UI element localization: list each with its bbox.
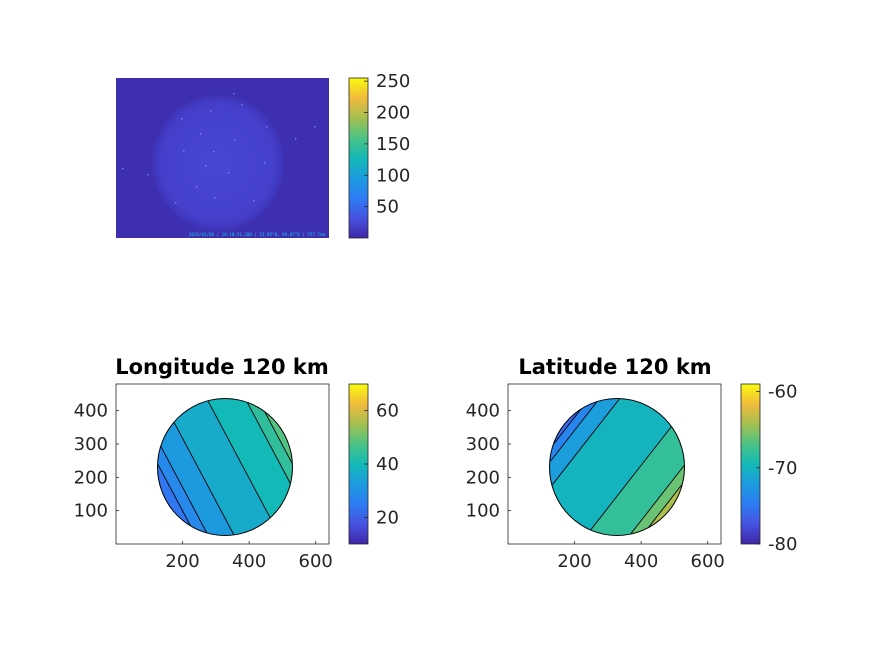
color-band	[158, 399, 236, 535]
colorbar-tick-label: -80	[768, 534, 797, 555]
star-dot	[228, 172, 230, 174]
star-dot	[183, 150, 185, 152]
x-tick-label: 600	[691, 551, 725, 572]
x-tick-label: 400	[232, 551, 266, 572]
band-boundary	[158, 399, 226, 535]
star-dot	[205, 165, 207, 167]
color-band	[227, 399, 292, 535]
colorbar-tick-label: 200	[376, 103, 410, 124]
band-boundary	[226, 399, 292, 535]
y-tick-label: 100	[74, 501, 108, 522]
band-boundary	[589, 412, 684, 535]
latitude-colorbar-ticks: -80 -70 -60	[756, 382, 797, 555]
star-dot	[122, 168, 124, 170]
longitude-title: Longitude 120 km	[115, 355, 329, 379]
camera-image-stars	[122, 93, 316, 204]
star-dot	[213, 151, 215, 153]
star-dot	[253, 200, 255, 202]
color-band	[550, 399, 654, 530]
camera-colorbar-ramp	[348, 77, 369, 239]
colorbar-tick-label: 50	[376, 197, 399, 218]
x-tick-label: 200	[557, 551, 591, 572]
camera-colorbar: 50 100 150 200 250	[348, 71, 410, 239]
longitude-panel: Longitude 120 km 200 400 600 100 200 300 400	[74, 355, 333, 572]
latitude-ticks: 200 400 600 100 200 300 400	[466, 401, 725, 572]
y-tick-label: 300	[74, 434, 108, 455]
star-dot	[234, 139, 236, 141]
band-boundary	[217, 399, 292, 535]
colorbar-tick-label: -70	[768, 458, 797, 479]
y-tick-label: 200	[466, 467, 500, 488]
band-boundary	[158, 399, 236, 535]
camera-image-caption: 2019/01/08 | 10:10:31.200 | 51.85°N, 99.…	[189, 232, 326, 237]
star-dot	[196, 186, 198, 188]
longitude-ticks: 200 400 600 100 200 300 400	[74, 401, 333, 572]
latitude-colorbar-ramp	[740, 383, 761, 545]
star-dot	[241, 104, 243, 106]
color-band	[563, 399, 684, 535]
latitude-colorbar: -80 -70 -60	[740, 382, 797, 555]
star-dot	[295, 138, 297, 140]
star-dot	[264, 162, 266, 164]
camera-colorbar-ticks: 50 100 150 200 250	[364, 71, 410, 218]
longitude-colorbar: 20 40 60	[348, 383, 399, 545]
color-band	[590, 412, 684, 535]
y-tick-label: 100	[466, 501, 500, 522]
color-band	[217, 399, 292, 535]
y-tick-label: 300	[466, 434, 500, 455]
y-tick-label: 400	[466, 401, 500, 422]
star-dot	[175, 202, 177, 204]
band-boundary	[550, 399, 635, 515]
colorbar-tick-label: 250	[376, 71, 410, 92]
camera-image-panel: 2019/01/08 | 10:10:31.200 | 51.85°N, 99.…	[116, 78, 329, 238]
y-tick-label: 400	[74, 401, 108, 422]
star-dot	[200, 133, 202, 135]
longitude-colorbar-ticks: 20 40 60	[364, 401, 399, 528]
x-tick-label: 400	[624, 551, 658, 572]
colorbar-tick-label: -60	[768, 382, 797, 403]
band-boundary	[597, 418, 684, 535]
x-tick-label: 600	[299, 551, 333, 572]
camera-image-sky-disk	[152, 95, 284, 231]
color-band	[550, 399, 641, 520]
y-tick-label: 200	[74, 467, 108, 488]
colorbar-tick-label: 60	[376, 401, 399, 422]
latitude-panel: Latitude 120 km 200 400 600 100 200 300 400	[466, 355, 725, 572]
colorbar-tick-label: 100	[376, 165, 410, 186]
star-dot	[233, 93, 235, 95]
band-boundary	[550, 399, 654, 530]
color-band	[158, 399, 291, 535]
star-dot	[266, 126, 268, 128]
x-tick-label: 200	[165, 551, 199, 572]
latitude-title: Latitude 120 km	[518, 355, 711, 379]
colorbar-tick-label: 150	[376, 134, 410, 155]
star-dot	[147, 174, 149, 176]
star-dot	[214, 197, 216, 199]
colorbar-tick-label: 20	[376, 507, 399, 528]
star-dot	[181, 118, 183, 120]
star-dot	[210, 110, 212, 112]
colorbar-tick-label: 40	[376, 454, 399, 475]
star-dot	[314, 126, 316, 128]
band-boundary	[550, 399, 641, 520]
